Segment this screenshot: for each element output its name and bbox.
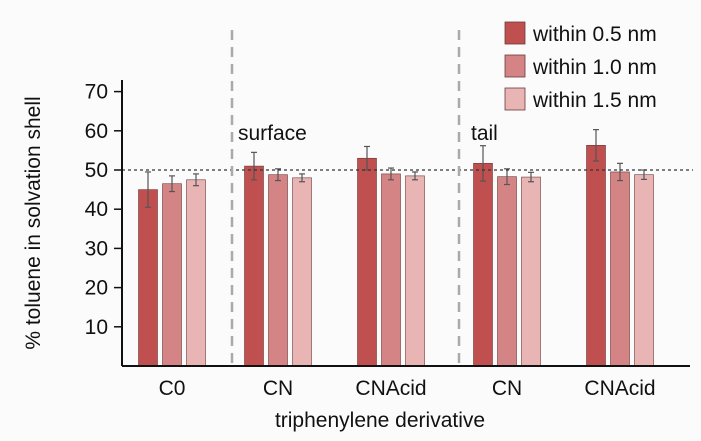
- bar-2-4: [497, 176, 517, 367]
- bar-3-2: [292, 177, 312, 367]
- bars-layer: [138, 129, 654, 367]
- y-tick-label-60: 60: [85, 120, 108, 143]
- legend-label-2: within 1.0 nm: [532, 56, 657, 79]
- text-layer: 10 20 30 40 50 60 70 C0 CN CNAcid CN CNAcid tripheny…: [22, 81, 656, 432]
- category-label-2: CN: [263, 377, 293, 400]
- category-label-1: C0: [159, 377, 186, 400]
- bar-2-3: [381, 173, 401, 367]
- y-tick-label-20: 20: [85, 277, 108, 300]
- y-axis-title: % toluene in solvation shell: [22, 96, 45, 349]
- legend-label-3: within 1.5 nm: [532, 89, 657, 112]
- y-tick-label-40: 40: [85, 198, 108, 221]
- bar-1-4: [473, 163, 493, 367]
- bar-1-1: [138, 189, 158, 367]
- y-tick-label-30: 30: [85, 237, 108, 260]
- bar-1-5: [586, 145, 606, 367]
- legend: within 0.5 nm within 1.0 nm within 1.5 nm: [504, 21, 657, 112]
- axes-layer: [114, 30, 693, 367]
- bar-3-4: [521, 176, 541, 367]
- category-label-3: CNAcid: [355, 377, 426, 400]
- y-tick-label-70: 70: [85, 81, 108, 104]
- legend-swatch-2: [504, 54, 526, 78]
- bar-3-3: [405, 175, 425, 367]
- annotation-surface: surface: [238, 122, 307, 145]
- bar-2-2: [268, 174, 288, 367]
- legend-swatch-3: [504, 87, 526, 111]
- bar-1-3: [357, 157, 377, 367]
- y-tick-label-10: 10: [85, 316, 108, 339]
- bar-1-2: [244, 165, 264, 367]
- category-label-5: CNAcid: [584, 377, 655, 400]
- y-tick-label-50: 50: [85, 159, 108, 182]
- legend-label-1: within 0.5 nm: [532, 23, 657, 46]
- legend-swatch-1: [504, 21, 526, 45]
- x-axis-title: triphenylene derivative: [275, 409, 485, 432]
- bar-2-1: [162, 183, 182, 367]
- category-label-4: CN: [492, 377, 522, 400]
- bar-3-5: [634, 174, 654, 367]
- annotation-tail: tail: [471, 122, 498, 145]
- bar-2-5: [610, 171, 630, 367]
- bar-3-1: [186, 179, 206, 367]
